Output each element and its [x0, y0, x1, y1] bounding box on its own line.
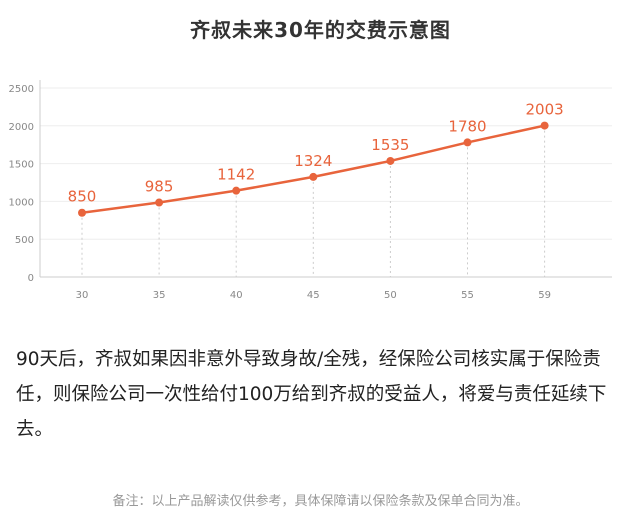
data-point	[155, 198, 164, 207]
data-label: 985	[145, 178, 174, 196]
y-tick-label: 2000	[9, 122, 34, 133]
data-point	[463, 138, 472, 147]
data-point	[309, 172, 318, 181]
data-label: 1535	[371, 136, 409, 154]
description-text: 90天后，齐叔如果因非意外导致身故/全残，经保险公司核实属于保险责任，则保险公司…	[16, 349, 607, 440]
x-tick-label: 30	[76, 290, 89, 301]
data-label: 1142	[217, 166, 255, 184]
y-tick-label: 500	[15, 235, 34, 246]
data-label: 1324	[294, 152, 332, 170]
footnote: 备注：以上产品解读仅供参考，具体保障请以保险条款及保单合同为准。	[112, 494, 529, 509]
y-tick-label: 1500	[9, 160, 34, 171]
chart-title: 齐叔未来30年的交费示意图	[190, 18, 451, 42]
x-tick-label: 50	[384, 290, 397, 301]
data-label: 2003	[526, 101, 564, 119]
y-tick-label: 0	[28, 273, 34, 284]
x-tick-label: 35	[153, 290, 166, 301]
y-tick-label: 2500	[9, 84, 34, 95]
x-tick-label: 55	[461, 290, 474, 301]
x-tick-label: 59	[538, 290, 551, 301]
y-tick-label: 1000	[9, 197, 34, 208]
data-label: 850	[68, 188, 97, 206]
data-label: 1780	[448, 117, 486, 135]
line-chart: 0 500 1000 1500 2000 2500 30 35 40 45 50 55 59 850 985…	[9, 80, 612, 301]
data-point	[232, 186, 241, 195]
data-point	[78, 208, 86, 217]
x-tick-label: 40	[230, 290, 243, 301]
data-point	[540, 121, 549, 130]
data-point	[386, 156, 395, 165]
x-tick-label: 45	[307, 290, 320, 301]
